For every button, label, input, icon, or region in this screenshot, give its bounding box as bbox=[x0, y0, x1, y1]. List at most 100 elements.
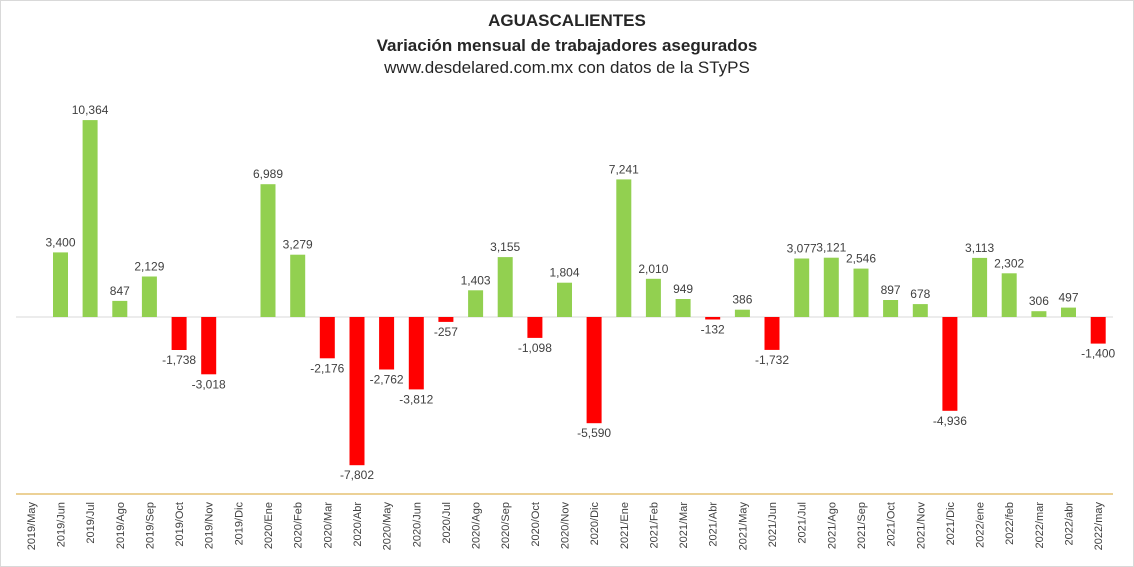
data-label: 3,279 bbox=[283, 238, 313, 252]
data-label: -7,802 bbox=[340, 468, 374, 482]
data-label: 3,400 bbox=[45, 235, 75, 249]
bar bbox=[468, 290, 484, 317]
bar bbox=[1061, 307, 1076, 317]
x-tick-label: 2020/Dic bbox=[589, 502, 601, 546]
bar bbox=[141, 276, 157, 317]
data-label: -2,176 bbox=[310, 361, 344, 375]
x-tick-label: 2020/Nov bbox=[560, 502, 572, 550]
bar bbox=[112, 300, 128, 317]
data-label: 949 bbox=[673, 282, 693, 296]
x-tick-label: 2021/Sep bbox=[856, 502, 868, 549]
x-tick-label: 2019/Jun bbox=[56, 502, 68, 547]
bar bbox=[201, 317, 217, 375]
x-tick-label: 2021/Jul bbox=[797, 502, 809, 544]
data-label: 386 bbox=[732, 293, 752, 307]
chart-subtitle: Variación mensual de trabajadores asegur… bbox=[376, 36, 758, 55]
data-label: 1,804 bbox=[549, 266, 579, 280]
data-label: 3,113 bbox=[965, 241, 994, 255]
x-tick-label: 2020/Ago bbox=[471, 502, 483, 549]
x-tick-label: 2022/abr bbox=[1064, 502, 1076, 546]
data-label: -132 bbox=[701, 323, 725, 337]
bar bbox=[764, 317, 780, 350]
x-tick-label: 2021/Ene bbox=[619, 502, 631, 549]
bar bbox=[349, 317, 365, 466]
bar bbox=[1031, 311, 1047, 317]
x-tick-label: 2020/Feb bbox=[293, 502, 305, 548]
data-label: 306 bbox=[1029, 294, 1049, 308]
bar bbox=[290, 254, 306, 317]
data-label: 897 bbox=[881, 283, 901, 297]
bar bbox=[497, 257, 513, 317]
bar bbox=[734, 309, 750, 317]
x-tick-label: 2020/Mar bbox=[322, 502, 334, 549]
chart-source: www.desdelared.com.mx con datos de la ST… bbox=[384, 58, 750, 77]
bar bbox=[794, 258, 810, 317]
x-tick-label: 2020/May bbox=[382, 502, 394, 551]
bar bbox=[972, 257, 988, 317]
chart-title: AGUASCALIENTES bbox=[488, 11, 646, 30]
bar bbox=[1090, 317, 1106, 344]
x-tick-label: 2019/Sep bbox=[144, 502, 156, 549]
x-tick-label: 2021/Mar bbox=[678, 502, 690, 549]
bar bbox=[408, 317, 424, 390]
x-tick-label: 2022/feb bbox=[1004, 502, 1016, 545]
data-label: 2,010 bbox=[638, 262, 668, 276]
data-label: -257 bbox=[434, 325, 458, 339]
bar bbox=[912, 304, 928, 317]
data-label: 2,302 bbox=[994, 256, 1024, 270]
data-label: 847 bbox=[110, 284, 130, 298]
bar bbox=[823, 257, 839, 317]
data-label: -3,812 bbox=[399, 392, 433, 406]
x-tick-label: 2021/Jun bbox=[767, 502, 779, 547]
x-tick-label: 2019/Nov bbox=[204, 502, 216, 550]
data-label: 3,155 bbox=[490, 240, 520, 254]
data-label: 3,121 bbox=[816, 241, 846, 255]
bar bbox=[616, 179, 632, 317]
data-label: 10,364 bbox=[72, 103, 109, 117]
bar bbox=[527, 317, 543, 338]
x-tick-label: 2020/Sep bbox=[500, 502, 512, 549]
data-label: -1,738 bbox=[162, 353, 196, 367]
x-tick-label: 2022/ene bbox=[975, 502, 987, 548]
bar bbox=[645, 278, 661, 317]
bar bbox=[53, 252, 68, 317]
bar bbox=[705, 317, 721, 320]
x-tick-label: 2020/Abr bbox=[352, 502, 364, 547]
data-label: -2,762 bbox=[370, 373, 404, 387]
data-label: 678 bbox=[910, 287, 930, 301]
data-label: 2,546 bbox=[846, 252, 876, 266]
data-label: -3,018 bbox=[192, 377, 226, 391]
data-label: -1,732 bbox=[755, 353, 789, 367]
x-tick-label: 2021/Nov bbox=[915, 502, 927, 550]
data-label: 497 bbox=[1058, 291, 1078, 305]
x-tick-label: 2019/Jul bbox=[85, 502, 97, 544]
x-tick-label: 2021/Abr bbox=[708, 502, 720, 547]
x-tick-label: 2021/Feb bbox=[648, 502, 660, 548]
x-tick-label: 2021/Ago bbox=[826, 502, 838, 549]
x-tick-label: 2020/Jul bbox=[441, 502, 453, 544]
x-tick-label: 2019/May bbox=[26, 502, 38, 551]
data-label: 7,241 bbox=[609, 162, 639, 176]
x-tick-label: 2022/mar bbox=[1034, 502, 1046, 549]
data-label: 3,077 bbox=[787, 242, 817, 256]
data-label: -1,400 bbox=[1081, 347, 1115, 361]
x-tick-label: 2020/Jun bbox=[411, 502, 423, 547]
bar bbox=[260, 184, 276, 317]
x-tick-label: 2019/Oct bbox=[174, 502, 186, 547]
bar bbox=[675, 299, 691, 317]
data-label: -1,098 bbox=[518, 341, 552, 355]
data-label: 6,989 bbox=[253, 167, 283, 181]
data-label: 1,403 bbox=[461, 273, 491, 287]
bar bbox=[942, 317, 958, 411]
bar bbox=[586, 317, 602, 424]
x-tick-label: 2020/Oct bbox=[530, 502, 542, 547]
x-tick-label: 2020/Ene bbox=[263, 502, 275, 549]
bar bbox=[82, 120, 98, 317]
bar bbox=[1001, 273, 1017, 317]
bar bbox=[853, 268, 869, 317]
x-tick-label: 2021/Dic bbox=[945, 502, 957, 546]
x-tick-label: 2021/May bbox=[737, 502, 749, 551]
bar bbox=[438, 317, 454, 322]
